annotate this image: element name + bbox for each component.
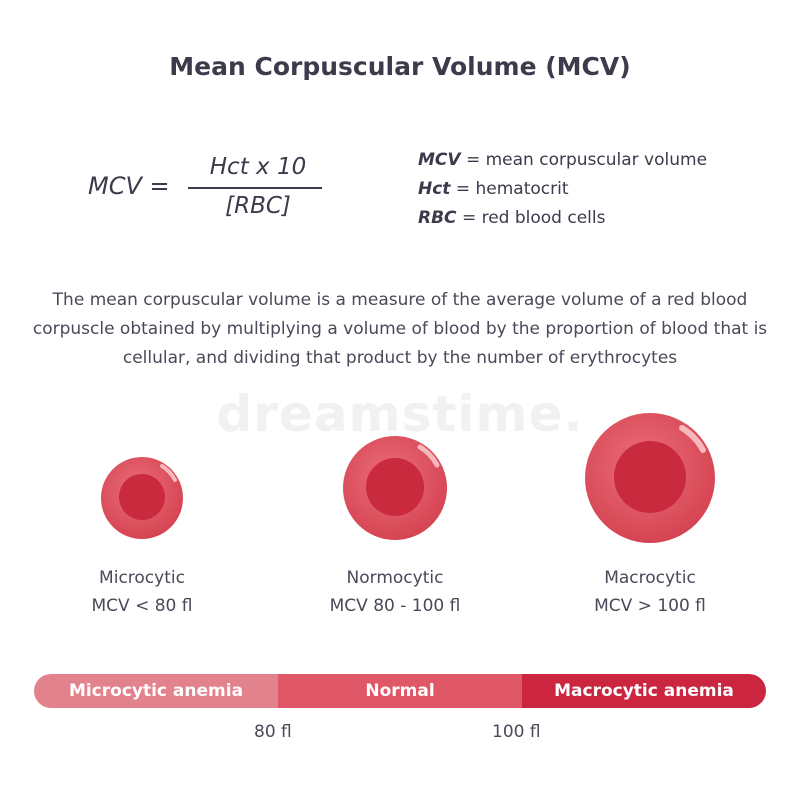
- definition-meaning: = mean corpuscular volume: [465, 150, 708, 170]
- normocytic-label: Normocytic MCV 80 - 100 fl: [295, 564, 495, 620]
- normocytic-cell: [343, 436, 447, 540]
- fraction-bar: [188, 187, 322, 189]
- microcytic-label: Microcytic MCV < 80 fl: [42, 564, 242, 620]
- tick-label-100: 100 fl: [492, 722, 541, 742]
- cell-type-range: MCV 80 - 100 fl: [329, 596, 461, 616]
- definition-term: RBC: [418, 208, 457, 228]
- cell-type-range: MCV < 80 fl: [91, 596, 193, 616]
- definition-meaning: = hematocrit: [455, 179, 569, 199]
- definition-hct: Hct = hematocrit: [418, 179, 569, 199]
- definition-term: MCV: [418, 150, 461, 170]
- watermark: dreamstime.: [216, 385, 584, 443]
- mcv-scale-bar: Microcytic anemia Normal Macrocytic anem…: [34, 674, 766, 708]
- description-text: The mean corpuscular volume is a measure…: [32, 290, 768, 368]
- cell-type-name: Microcytic: [99, 568, 185, 588]
- formula-numerator: Hct x 10: [209, 154, 307, 180]
- definition-term: Hct: [418, 179, 451, 199]
- cell-type-range: MCV > 100 fl: [594, 596, 706, 616]
- formula-denominator: [RBC]: [225, 193, 291, 219]
- scale-segment-normal: Normal: [278, 674, 522, 708]
- page-title: Mean Corpuscular Volume (MCV): [169, 52, 631, 81]
- microcytic-cell: [101, 457, 183, 539]
- macrocytic-label: Macrocytic MCV > 100 fl: [550, 564, 750, 620]
- scale-segment-microcytic-anemia: Microcytic anemia: [34, 674, 278, 708]
- tick-label-80: 80 fl: [254, 722, 292, 742]
- definition-mcv: MCV = mean corpuscular volume: [418, 150, 707, 170]
- formula-lhs: MCV =: [88, 172, 170, 200]
- definition-meaning: = red blood cells: [461, 208, 606, 228]
- scale-segment-macrocytic-anemia: Macrocytic anemia: [522, 674, 766, 708]
- cell-type-name: Macrocytic: [604, 568, 696, 588]
- definition-rbc: RBC = red blood cells: [418, 208, 605, 228]
- cell-type-name: Normocytic: [346, 568, 444, 588]
- macrocytic-cell: [585, 413, 715, 543]
